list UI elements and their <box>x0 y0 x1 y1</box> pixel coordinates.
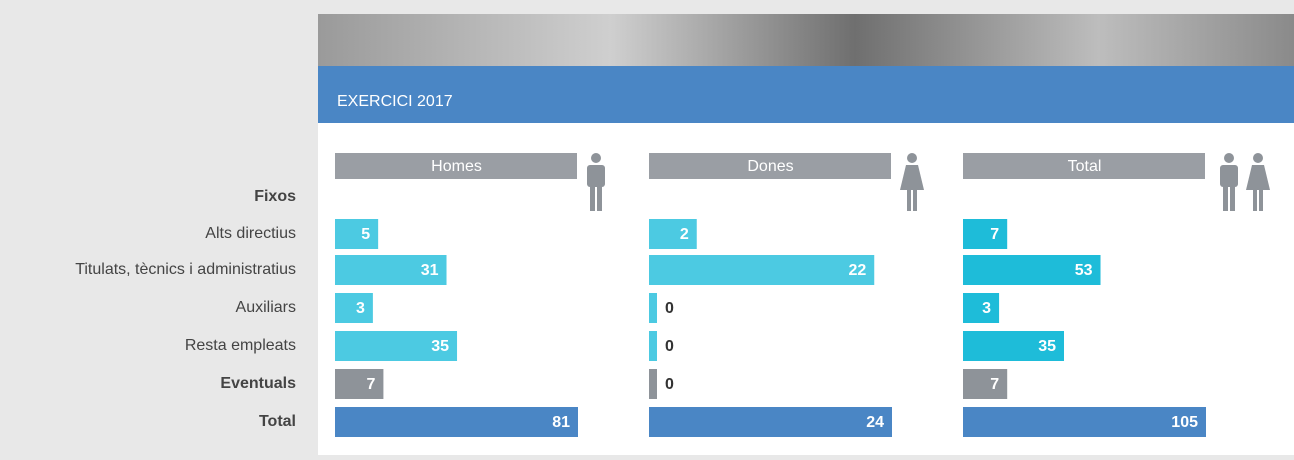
bar <box>963 255 1101 285</box>
value-label: 22 <box>848 262 866 279</box>
bar <box>335 369 384 399</box>
female-icon <box>900 153 924 211</box>
bar <box>963 331 1064 361</box>
row-label: Total <box>259 413 296 430</box>
bar <box>649 407 892 437</box>
value-label: 81 <box>552 414 570 431</box>
value-label: 35 <box>1038 338 1056 355</box>
value-label: 3 <box>982 300 991 317</box>
bar <box>649 369 657 399</box>
value-label: 0 <box>665 300 674 317</box>
value-label: 0 <box>665 376 674 393</box>
bar <box>963 293 1000 323</box>
value-label: 53 <box>1075 262 1093 279</box>
value-label: 0 <box>665 338 674 355</box>
male-icon <box>587 153 605 211</box>
panel-header <box>963 153 1205 179</box>
panel-title: Dones <box>747 158 793 175</box>
row-label: Auxiliars <box>236 299 296 316</box>
bar <box>335 255 447 285</box>
bar <box>335 293 373 323</box>
row-label: Titulats, tècnics i administratius <box>75 261 296 278</box>
value-label: 7 <box>367 376 376 393</box>
section-title: EXERCICI 2017 <box>337 93 453 110</box>
row-label: Fixos <box>254 188 296 205</box>
value-label: 7 <box>990 226 999 243</box>
bar <box>963 369 1008 399</box>
value-label: 31 <box>421 262 439 279</box>
male-icon <box>1220 153 1238 211</box>
row-label: Resta empleats <box>185 337 296 354</box>
panel-header <box>335 153 577 179</box>
female-icon <box>1246 153 1270 211</box>
bar <box>335 407 578 437</box>
row-label: Alts directius <box>205 225 296 242</box>
value-label: 5 <box>361 226 370 243</box>
icons <box>587 153 1270 211</box>
bar <box>335 219 379 249</box>
bar <box>649 219 697 249</box>
value-label: 24 <box>866 414 884 431</box>
panel-title: Total <box>1068 158 1102 175</box>
header-photo <box>318 14 1294 66</box>
row-label: Eventuals <box>220 375 296 392</box>
bar <box>963 407 1206 437</box>
bar <box>649 293 657 323</box>
panel-title: Homes <box>431 158 482 175</box>
value-label: 3 <box>356 300 365 317</box>
value-label: 7 <box>990 376 999 393</box>
bar <box>649 255 875 285</box>
value-label: 35 <box>431 338 449 355</box>
section-band <box>318 66 1294 123</box>
bar <box>649 331 657 361</box>
value-label: 2 <box>680 226 689 243</box>
value-label: 105 <box>1171 414 1198 431</box>
bar <box>963 219 1008 249</box>
bar <box>335 331 458 361</box>
panel-header <box>649 153 891 179</box>
